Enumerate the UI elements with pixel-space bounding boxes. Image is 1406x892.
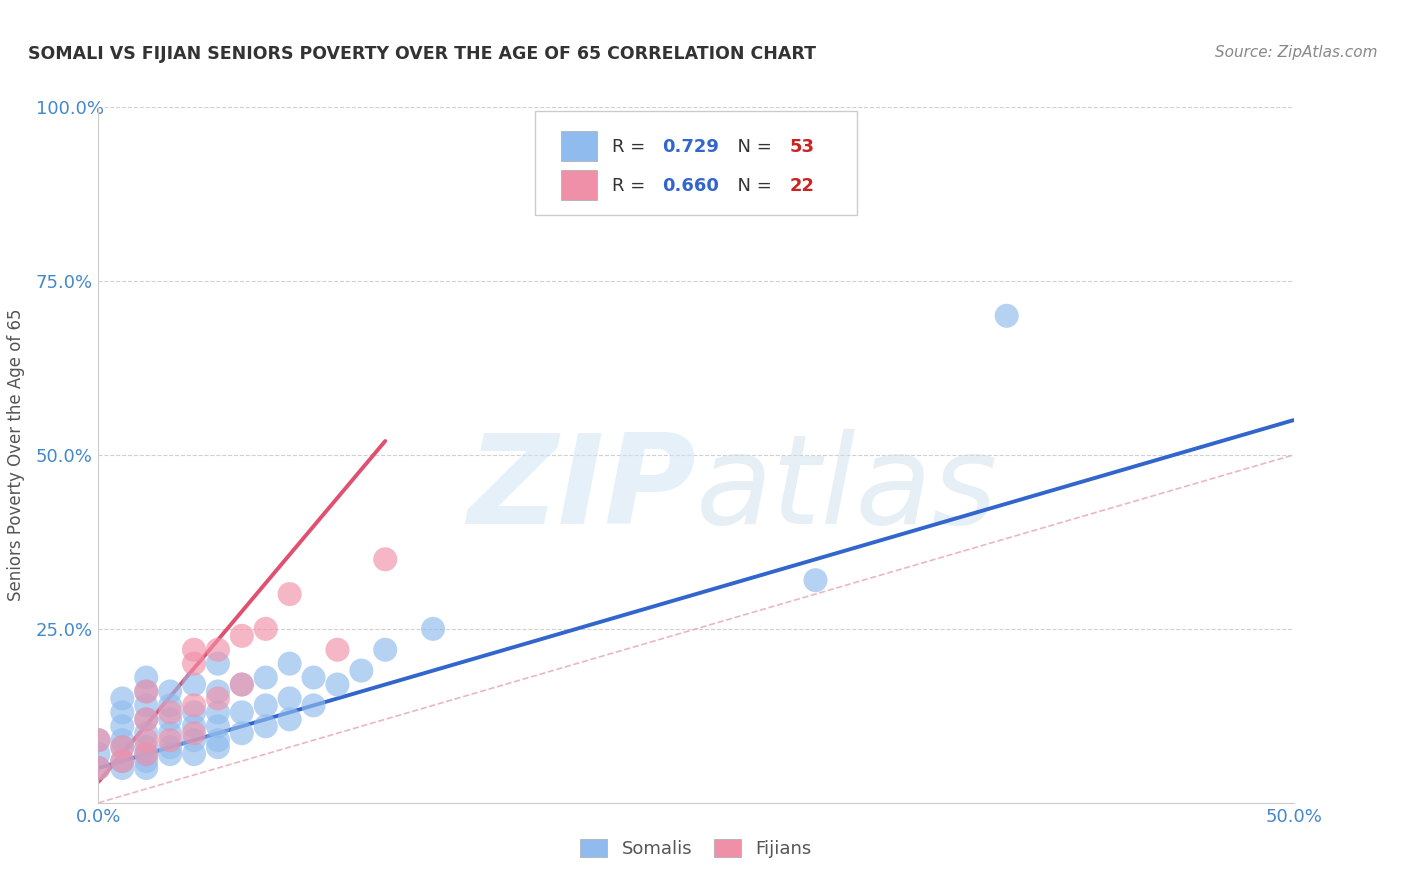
Point [87,733,110,747]
Point [278,691,301,706]
Text: SOMALI VS FIJIAN SENIORS POVERTY OVER THE AGE OF 65 CORRELATION CHART: SOMALI VS FIJIAN SENIORS POVERTY OVER TH… [28,45,815,62]
Point [87,761,110,775]
Point [278,712,301,726]
Point [254,622,277,636]
Text: ZIP: ZIP [467,429,696,550]
Legend: Somalis, Fijians: Somalis, Fijians [575,833,817,863]
FancyBboxPatch shape [561,170,596,200]
Point [302,698,325,713]
Point [231,706,253,720]
Point [183,733,205,747]
Point [111,706,134,720]
Point [254,719,277,733]
Point [207,684,229,698]
Text: atlas: atlas [696,429,998,550]
Y-axis label: Seniors Poverty Over the Age of 65: Seniors Poverty Over the Age of 65 [7,309,25,601]
Point [278,587,301,601]
Point [207,642,229,657]
Point [804,573,827,587]
Text: R =: R = [613,137,651,156]
Point [183,706,205,720]
Point [183,698,205,713]
Point [231,726,253,740]
Point [207,740,229,755]
Point [374,642,396,657]
FancyBboxPatch shape [534,111,858,215]
Point [350,664,373,678]
Point [302,671,325,685]
Point [135,698,157,713]
Point [135,761,157,775]
Text: R =: R = [613,177,651,194]
Point [207,706,229,720]
Point [183,726,205,740]
Point [111,754,134,768]
Point [183,657,205,671]
Point [111,740,134,755]
Point [207,691,229,706]
FancyBboxPatch shape [561,131,596,161]
Point [87,761,110,775]
Point [278,657,301,671]
Point [159,740,181,755]
Text: N =: N = [725,137,778,156]
Point [135,747,157,761]
Point [111,754,134,768]
Text: 22: 22 [789,177,814,194]
Point [159,706,181,720]
Point [111,733,134,747]
Point [135,712,157,726]
Point [207,657,229,671]
Point [135,754,157,768]
Point [111,691,134,706]
Point [135,747,157,761]
Point [111,719,134,733]
Point [374,552,396,566]
Text: 0.729: 0.729 [662,137,720,156]
Point [159,747,181,761]
Point [183,747,205,761]
Text: 53: 53 [789,137,814,156]
Text: N =: N = [725,177,778,194]
Point [159,712,181,726]
Point [183,642,205,657]
Point [326,642,349,657]
Point [111,740,134,755]
Point [111,761,134,775]
Point [254,698,277,713]
Point [87,747,110,761]
Point [422,622,444,636]
Point [183,719,205,733]
Point [159,684,181,698]
Point [231,677,253,691]
Point [135,733,157,747]
Point [183,677,205,691]
Point [135,684,157,698]
Text: 0.660: 0.660 [662,177,720,194]
Point [135,684,157,698]
Point [231,677,253,691]
Point [135,726,157,740]
Point [207,719,229,733]
Point [87,733,110,747]
Point [159,726,181,740]
Point [231,629,253,643]
Point [159,698,181,713]
Text: Source: ZipAtlas.com: Source: ZipAtlas.com [1215,45,1378,60]
Point [326,677,349,691]
Point [135,712,157,726]
Point [207,733,229,747]
Point [135,671,157,685]
Point [135,740,157,755]
Point [159,733,181,747]
Point [995,309,1018,323]
Point [254,671,277,685]
